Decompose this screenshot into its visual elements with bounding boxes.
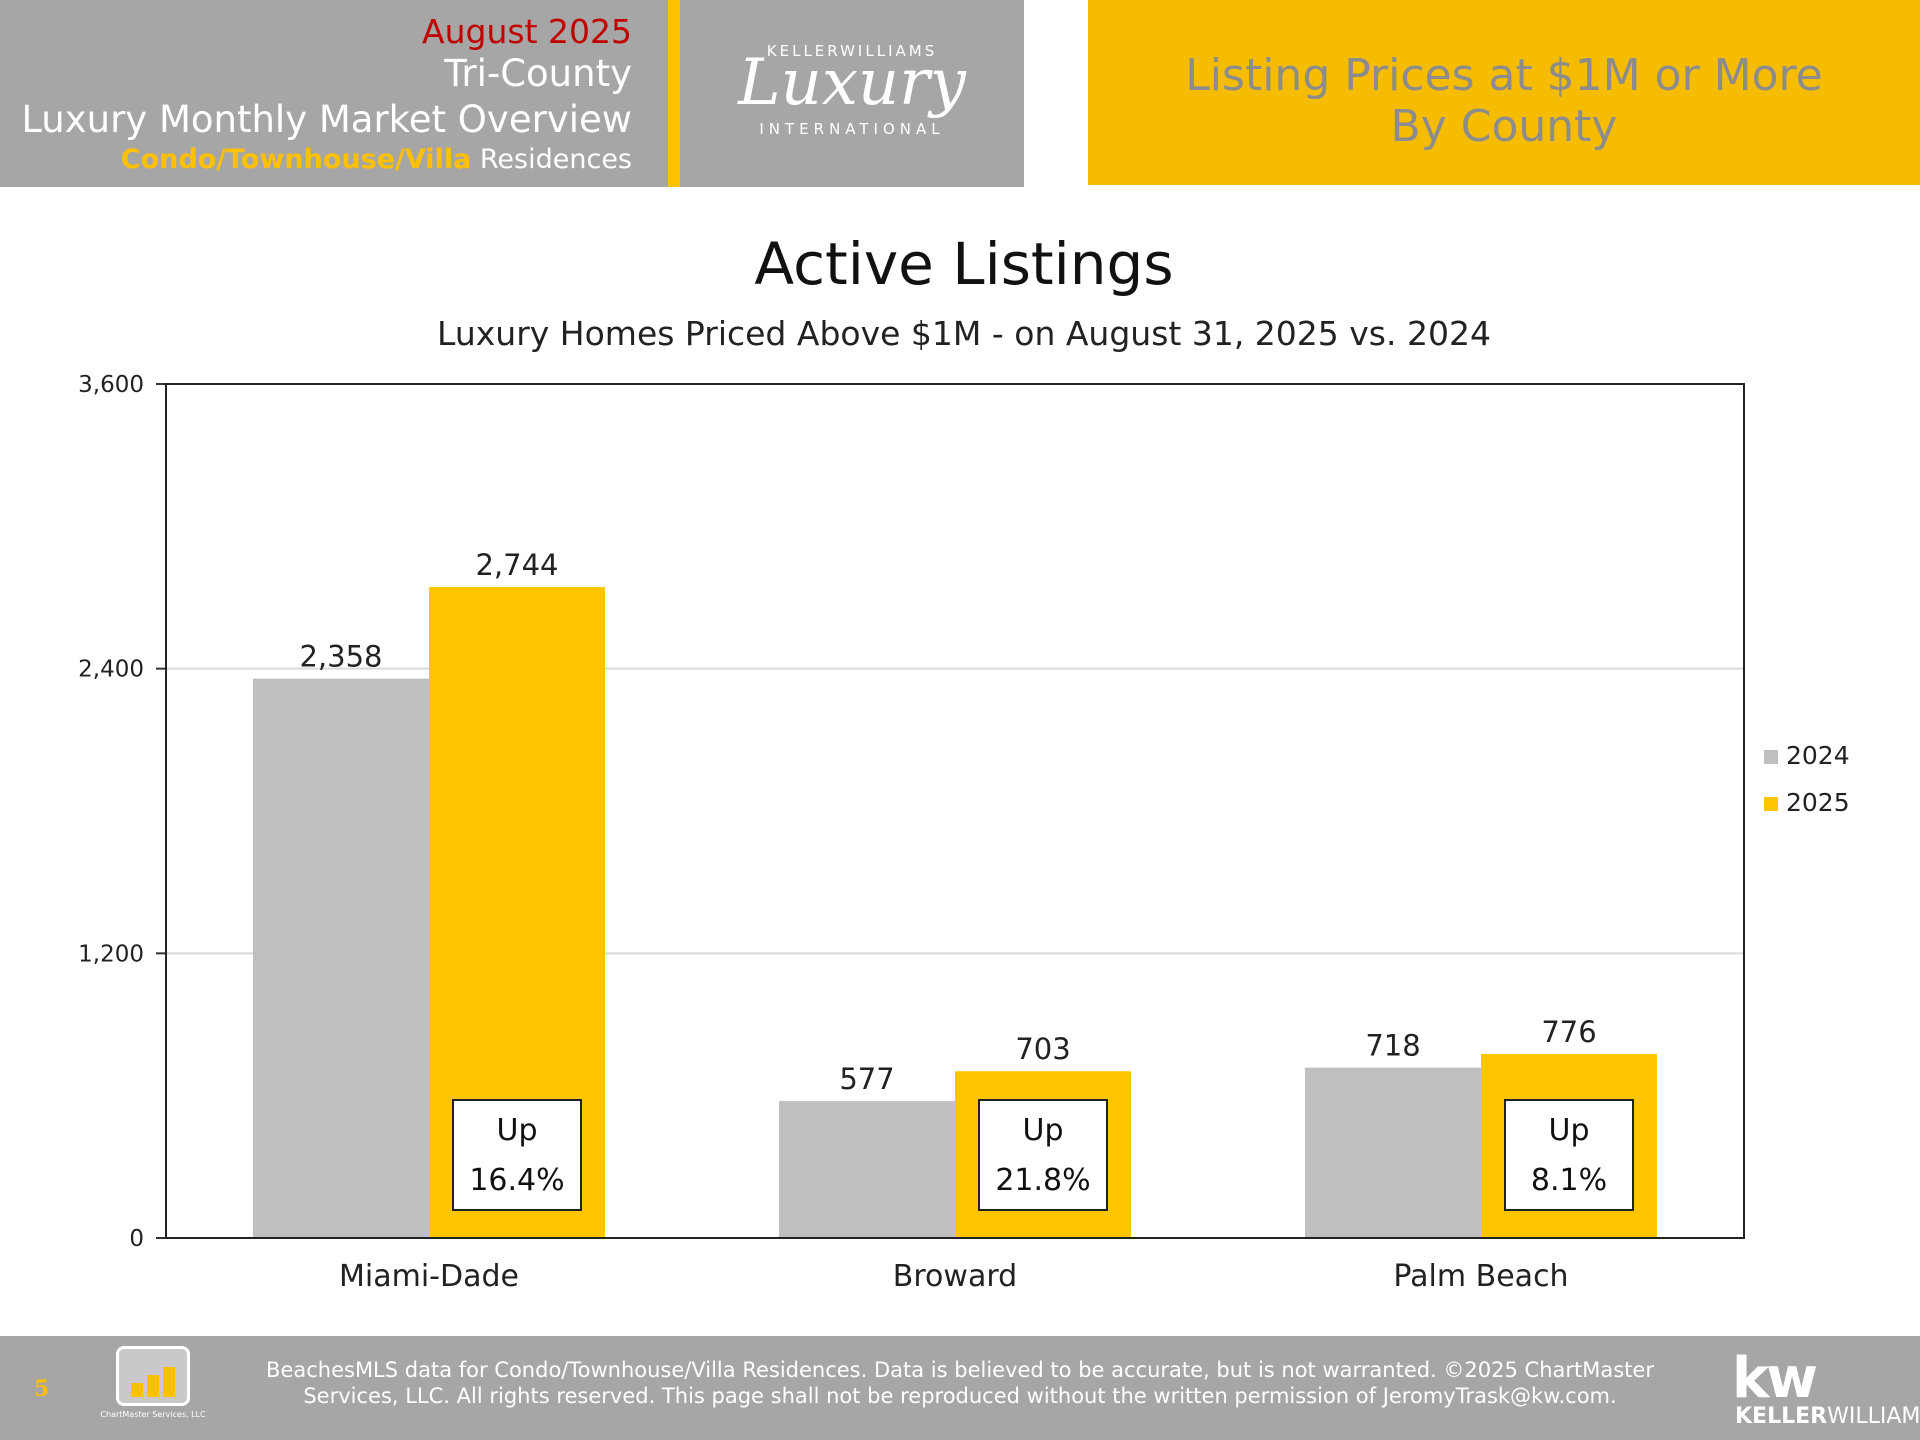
- x-category-label: Miami-Dade: [339, 1259, 519, 1294]
- change-annotation-box: [452, 1099, 582, 1211]
- bar-2024: [253, 678, 429, 1238]
- header-right-line2: By County: [1390, 101, 1618, 152]
- segment-rest: Residences: [471, 144, 632, 175]
- kw-name-keller: KELLER: [1735, 1404, 1828, 1429]
- disclaimer-line1: BeachesMLS data for Condo/Townhouse/Vill…: [266, 1358, 1654, 1382]
- x-category-label: Broward: [893, 1259, 1017, 1294]
- change-annotation-percent: 21.8%: [995, 1163, 1090, 1198]
- header-right-panel: Listing Prices at $1M or More By County: [1088, 0, 1920, 185]
- disclaimer-line2: Services, LLC. All rights reserved. This…: [303, 1384, 1617, 1408]
- report-month: August 2025: [422, 12, 632, 51]
- logo-international-text: INTERNATIONAL: [759, 120, 945, 138]
- kw-logo-mark: kw: [1732, 1346, 1818, 1411]
- plot-frame: [165, 383, 1745, 1239]
- kw-luxury-logo: KELLERWILLIAMS Luxury INTERNATIONAL: [680, 0, 1024, 187]
- footer: 5 ChartMaster Services, LLC BeachesMLS d…: [0, 1336, 1920, 1440]
- legend-label-2025: 2025: [1786, 788, 1850, 817]
- data-label: 776: [1541, 1015, 1596, 1049]
- data-label: 2,358: [299, 640, 382, 674]
- chart-subtitle: Luxury Homes Priced Above $1M - on Augus…: [437, 314, 1491, 353]
- legend-swatch-2024: [1764, 750, 1778, 764]
- y-tick-label: 0: [129, 1226, 144, 1252]
- chart-title: Active Listings: [754, 230, 1174, 298]
- x-category-label: Palm Beach: [1393, 1259, 1568, 1294]
- change-annotation-direction: Up: [1022, 1113, 1063, 1148]
- active-listings-chart: 0 1,200 2,400 3,600 2,358 2,744 Miami-Dade Up 16…: [78, 372, 1850, 1294]
- logo-brand-text: KELLERWILLIAMS: [766, 42, 938, 60]
- change-annotation-percent: 16.4%: [469, 1163, 564, 1198]
- change-annotation-box: [1504, 1099, 1634, 1211]
- logo-script-text: Luxury: [738, 46, 966, 120]
- header-right-line1: Listing Prices at $1M or More: [1185, 50, 1823, 101]
- header-separator: [668, 0, 680, 187]
- change-annotation-box: [978, 1099, 1108, 1211]
- chartmaster-logo-text: ChartMaster Services, LLC: [100, 1410, 206, 1419]
- page-number: 5: [34, 1376, 50, 1402]
- y-tick-label: 2,400: [78, 657, 144, 683]
- change-annotation-percent: 8.1%: [1531, 1163, 1607, 1198]
- legend-swatch-2025: [1764, 797, 1778, 811]
- data-label: 703: [1015, 1032, 1070, 1066]
- data-label: 577: [839, 1062, 894, 1096]
- chartmaster-logo-icon: [116, 1346, 190, 1406]
- legend-label-2024: 2024: [1786, 741, 1850, 770]
- kw-logo-name: KELLERWILLIAMS.: [1735, 1404, 1920, 1429]
- kw-name-williams: WILLIAMS.: [1827, 1404, 1920, 1429]
- report-title: Luxury Monthly Market Overview: [21, 98, 632, 141]
- change-annotation-direction: Up: [496, 1113, 537, 1148]
- report-segment: Condo/Townhouse/Villa Residences: [121, 144, 632, 175]
- data-label: 2,744: [475, 548, 558, 582]
- change-annotation-direction: Up: [1548, 1113, 1589, 1148]
- segment-highlight: Condo/Townhouse/Villa: [120, 144, 472, 175]
- data-label: 718: [1365, 1029, 1420, 1063]
- report-region: Tri-County: [444, 52, 632, 95]
- y-tick-label: 3,600: [78, 372, 144, 398]
- y-tick-label: 1,200: [78, 941, 144, 967]
- bar-2024: [1305, 1067, 1481, 1238]
- bar-2024: [779, 1101, 955, 1238]
- header-left-panel: August 2025 Tri-County Luxury Monthly Ma…: [0, 0, 668, 187]
